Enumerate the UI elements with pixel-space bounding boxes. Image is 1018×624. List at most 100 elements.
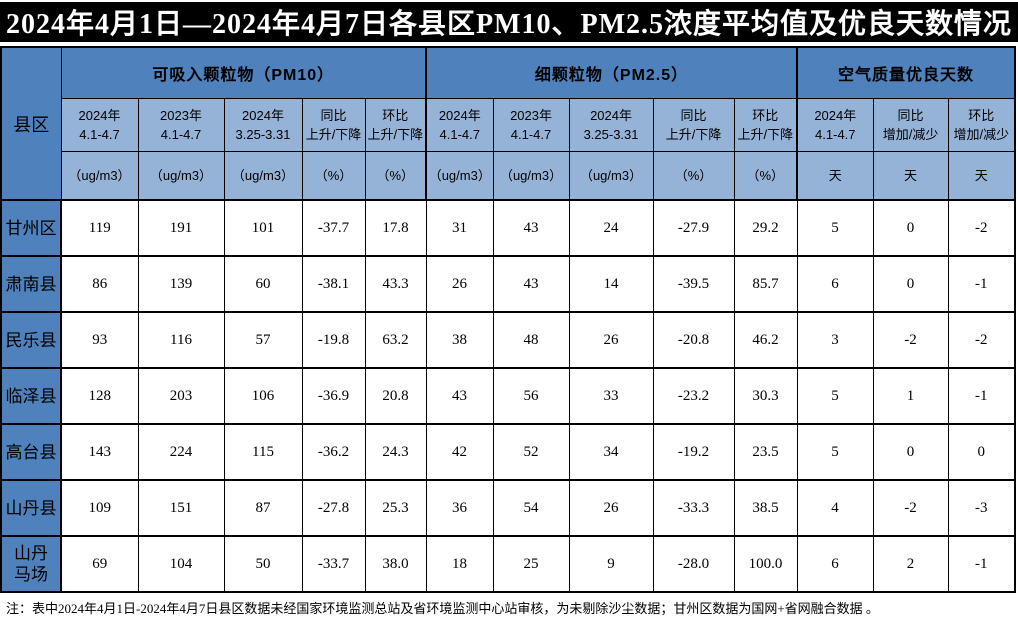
row-header-county: 临泽县: [0, 367, 62, 425]
data-cell: 14: [568, 255, 654, 313]
period-header-row: 2024年 4.1-4.7 2023年 4.1-4.7 2024年 3.25-3…: [1, 97, 1016, 152]
report-title: 2024年4月1日—2024年4月7日各县区PM10、PM2.5浓度平均值及优良…: [0, 2, 1018, 42]
data-cell: -3: [947, 479, 1016, 537]
data-cell: 38.5: [733, 479, 798, 537]
data-cell: 36: [425, 479, 494, 537]
data-cell: 20.8: [364, 367, 427, 425]
period-header: 2024年 4.1-4.7: [425, 97, 494, 152]
group-header-pm10: 可吸入颗粒物（PM10）: [60, 46, 428, 99]
unit-header: （ug/m3）: [568, 150, 654, 201]
data-cell: 25.3: [364, 479, 427, 537]
data-cell: 9: [568, 535, 654, 593]
data-cell: 54: [492, 479, 570, 537]
row-header-county: 山丹县: [0, 479, 62, 537]
period-header: 同比 增加/减少: [872, 97, 949, 152]
table-row: 民乐县 93 116 57 -19.8 63.2 38 48 26 -20.8 46.2 3 -2 -2: [0, 311, 1016, 369]
table-row: 甘州区 119 191 101 -37.7 17.8 31 43 24 -27.9 29.2 5 0 -2: [0, 199, 1016, 257]
data-cell: 1: [872, 367, 949, 425]
data-cell: 43: [492, 199, 570, 257]
unit-header: （ug/m3）: [425, 150, 494, 201]
data-cell: 151: [137, 479, 225, 537]
table-body: 甘州区 119 191 101 -37.7 17.8 31 43 24 -27.9 29.2 5 0 -2…: [0, 199, 1016, 593]
table-row: 山丹县 109 151 87 -27.8 25.3 36 54 26 -33.3 38.5 4 -2 -3: [0, 479, 1016, 537]
data-cell: 34: [568, 423, 654, 481]
unit-header: 天: [872, 150, 949, 201]
data-cell: -37.7: [301, 199, 366, 257]
data-cell: 5: [796, 423, 874, 481]
unit-header-row: （ug/m3） （ug/m3） （ug/m3） （%） （%） （ug/m3） …: [1, 150, 1016, 201]
unit-header: （ug/m3）: [137, 150, 225, 201]
data-cell: 119: [60, 199, 139, 257]
data-cell: -33.3: [652, 479, 735, 537]
data-cell: 87: [223, 479, 303, 537]
data-cell: 29.2: [733, 199, 798, 257]
data-cell: -1: [947, 255, 1016, 313]
data-cell: -2: [947, 199, 1016, 257]
data-cell: -27.8: [301, 479, 366, 537]
period-header: 环比 上升/下降: [364, 97, 428, 152]
data-cell: -23.2: [652, 367, 735, 425]
data-cell: 0: [947, 423, 1016, 481]
data-cell: -33.7: [301, 535, 366, 593]
period-header: 2024年 4.1-4.7: [60, 97, 139, 152]
data-cell: -36.9: [301, 367, 366, 425]
data-cell: 56: [492, 367, 570, 425]
period-header: 同比 上升/下降: [301, 97, 366, 152]
data-cell: -28.0: [652, 535, 735, 593]
row-header-county: 肃南县: [0, 255, 62, 313]
data-cell: 38.0: [364, 535, 427, 593]
data-cell: 24: [568, 199, 654, 257]
unit-header: （ug/m3）: [223, 150, 303, 201]
data-cell: 26: [425, 255, 494, 313]
data-cell: 101: [223, 199, 303, 257]
data-cell: 43.3: [364, 255, 427, 313]
data-cell: 224: [137, 423, 225, 481]
data-cell: 5: [796, 367, 874, 425]
data-cell: 0: [872, 199, 949, 257]
data-cell: 2: [872, 535, 949, 593]
pollution-data-table: 县区 可吸入颗粒物（PM10） 细颗粒物（PM2.5） 空气质量优良天数 202…: [0, 46, 1017, 593]
data-cell: -39.5: [652, 255, 735, 313]
data-cell: 46.2: [733, 311, 798, 369]
data-cell: 52: [492, 423, 570, 481]
data-cell: 106: [223, 367, 303, 425]
data-cell: 86: [60, 255, 139, 313]
data-cell: 23.5: [733, 423, 798, 481]
data-cell: 17.8: [364, 199, 427, 257]
data-cell: 57: [223, 311, 303, 369]
data-cell: -19.8: [301, 311, 366, 369]
data-cell: -27.9: [652, 199, 735, 257]
data-cell: 69: [60, 535, 139, 593]
data-cell: -2: [872, 311, 949, 369]
row-header-county: 民乐县: [0, 311, 62, 369]
data-cell: 0: [872, 423, 949, 481]
data-cell: 6: [796, 255, 874, 313]
data-cell: 42: [425, 423, 494, 481]
group-header-good-days: 空气质量优良天数: [796, 46, 1016, 99]
unit-header: 天: [796, 150, 874, 201]
unit-header: （%）: [301, 150, 366, 201]
data-cell: 4: [796, 479, 874, 537]
data-cell: 50: [223, 535, 303, 593]
data-cell: 43: [492, 255, 570, 313]
data-cell: -36.2: [301, 423, 366, 481]
data-cell: 5: [796, 199, 874, 257]
period-header: 2024年 3.25-3.31: [223, 97, 303, 152]
period-header: 2023年 4.1-4.7: [492, 97, 570, 152]
unit-header: （%）: [364, 150, 428, 201]
data-cell: 33: [568, 367, 654, 425]
data-cell: 104: [137, 535, 225, 593]
data-cell: 0: [872, 255, 949, 313]
data-cell: 43: [425, 367, 494, 425]
data-cell: 109: [60, 479, 139, 537]
data-cell: -2: [947, 311, 1016, 369]
data-cell: 203: [137, 367, 225, 425]
data-cell: 48: [492, 311, 570, 369]
unit-header: （%）: [733, 150, 799, 201]
data-cell: -20.8: [652, 311, 735, 369]
table-row: 肃南县 86 139 60 -38.1 43.3 26 43 14 -39.5 85.7 6 0 -1: [0, 255, 1016, 313]
data-cell: 25: [492, 535, 570, 593]
period-header: 环比 上升/下降: [733, 97, 799, 152]
period-header: 2024年 3.25-3.31: [568, 97, 654, 152]
